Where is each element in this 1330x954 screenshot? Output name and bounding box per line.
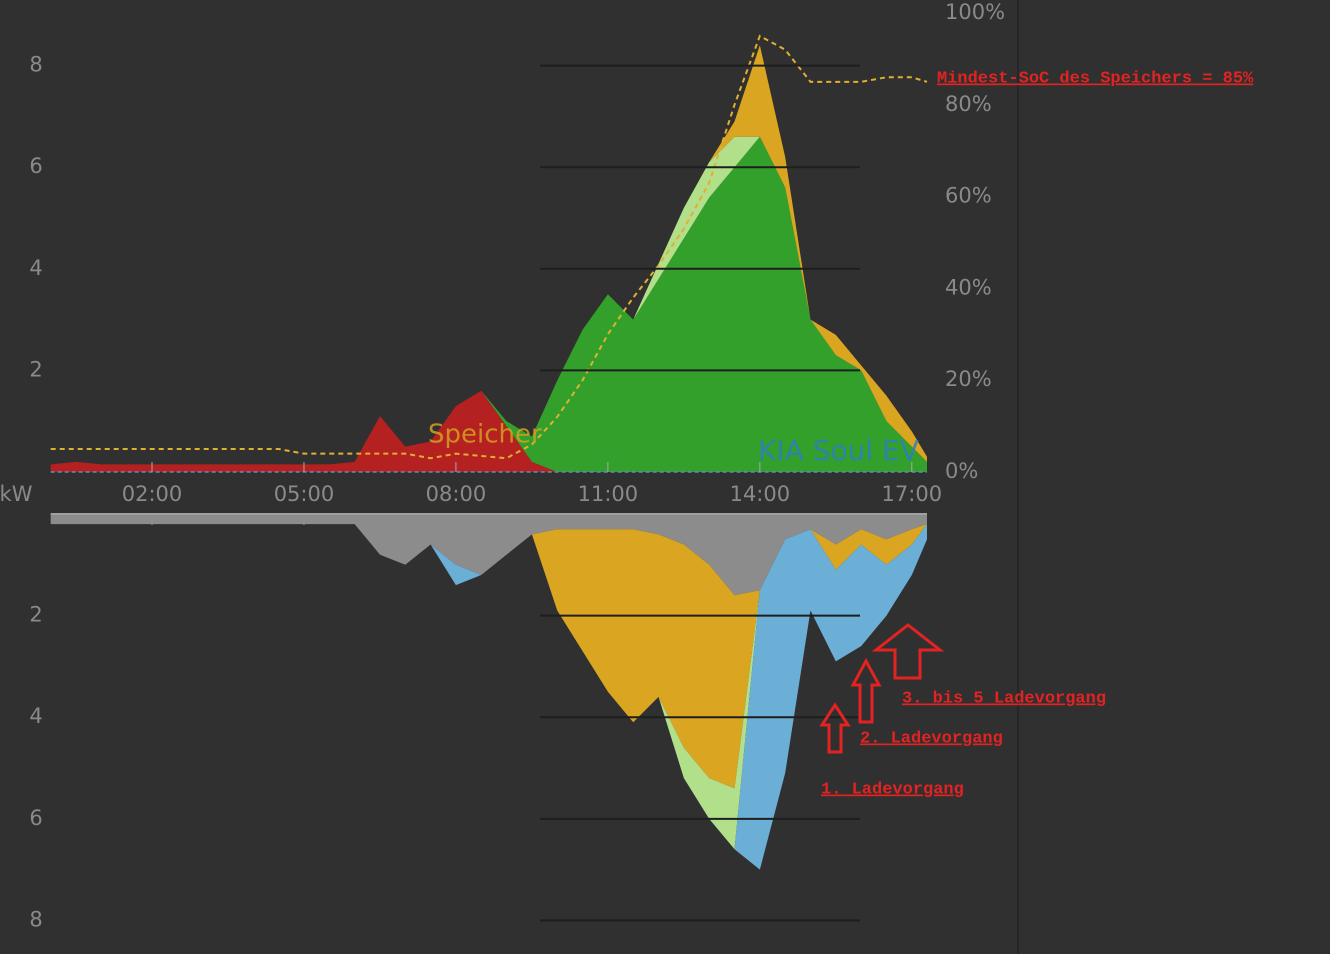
annotation: KIA Soul EV — [758, 434, 919, 467]
y2-tick-label: 40% — [945, 275, 992, 299]
y-tick-label: 6 — [29, 154, 42, 178]
area — [50, 524, 927, 789]
y-tick-label: 4 — [29, 256, 42, 280]
y2-tick-label: 80% — [945, 92, 992, 116]
area — [50, 390, 927, 472]
annotation: 2. Ladevorgang — [860, 729, 1003, 748]
area — [50, 514, 927, 596]
x-tick-label: 02:00 — [122, 482, 183, 506]
y-tick-label: 8 — [29, 53, 42, 77]
annotation: Speicher — [428, 420, 542, 450]
soc-line — [50, 34, 928, 460]
area — [50, 524, 927, 870]
x-tick-label: 05:00 — [274, 482, 335, 506]
y-tick-label: 2 — [29, 357, 42, 381]
annotation: 1. Ladevorgang — [821, 780, 964, 799]
arrows — [819, 623, 945, 754]
y2-tick-label: 60% — [945, 184, 992, 208]
y-tick-label: 8 — [29, 907, 42, 931]
y2-tick-label: 100% — [945, 0, 1005, 24]
arrow — [819, 702, 851, 754]
annotation: 3. bis 5 Ladevorgang — [902, 689, 1106, 708]
x-tick-label: 14:00 — [730, 482, 791, 506]
y-tick-label: 2 — [29, 603, 42, 627]
y-tick-label: 6 — [29, 806, 42, 830]
arrow — [871, 623, 945, 680]
y2-tick-label: 0% — [945, 459, 978, 483]
arrow — [850, 657, 882, 724]
y2-tick-label: 20% — [945, 367, 992, 391]
unit-label: kW — [0, 482, 33, 506]
y-tick-label: 4 — [29, 704, 42, 728]
x-tick-label: 11:00 — [578, 482, 639, 506]
x-tick-label: 08:00 — [426, 482, 487, 506]
x-tick-label: 17:00 — [882, 482, 943, 506]
area — [50, 136, 927, 472]
annotation: Mindest-SoC des Speichers = 85% — [937, 69, 1254, 88]
